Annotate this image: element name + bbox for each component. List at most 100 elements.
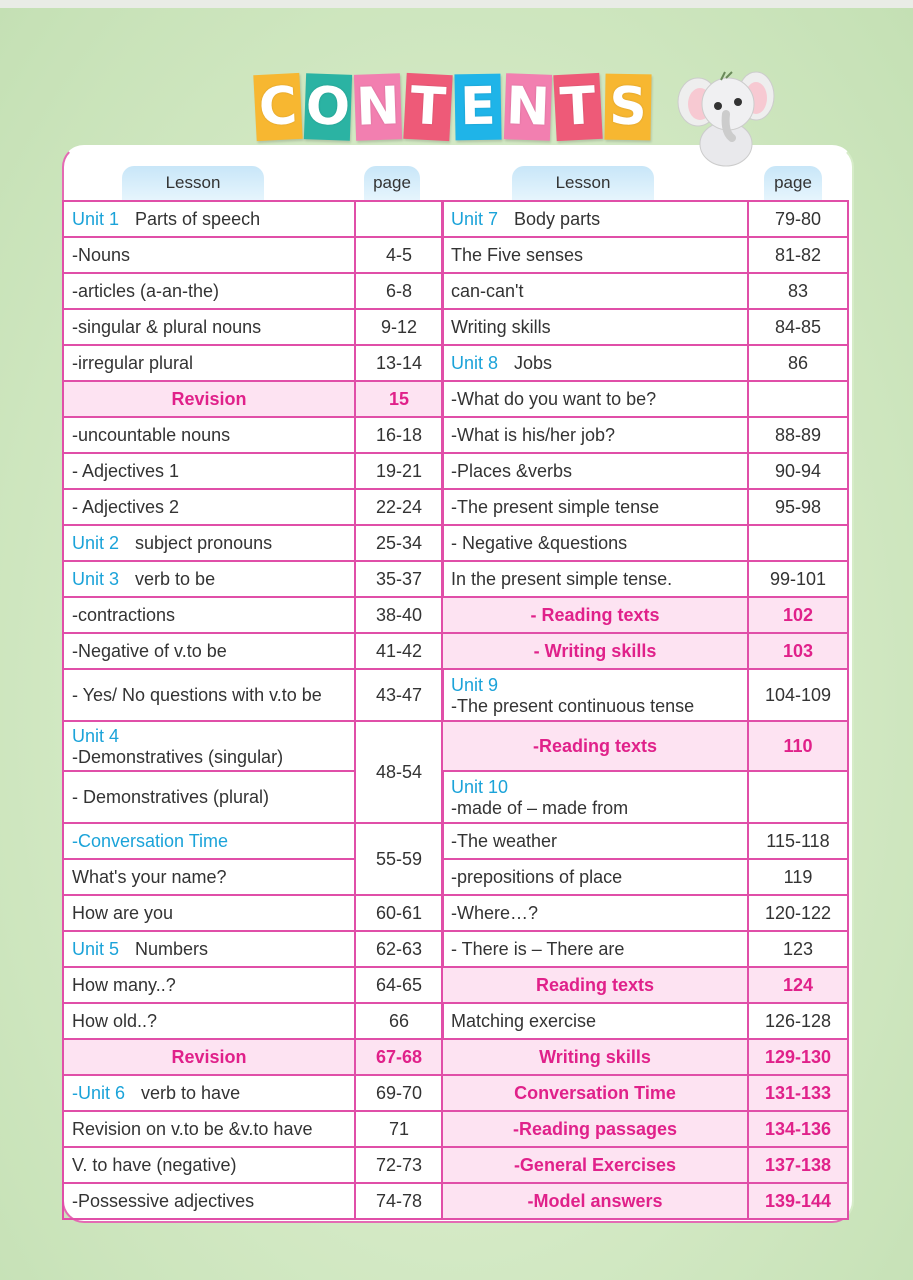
lesson-text: Parts of speech (135, 208, 261, 229)
lesson-cell: -prepositions of place (441, 858, 749, 896)
page-number: 129-130 (747, 1038, 849, 1076)
table-row: -The present simple tense 95-98 (441, 488, 849, 526)
lesson-text: Matching exercise (451, 1010, 597, 1031)
table-row: -uncountable nouns 16-18 (62, 416, 444, 454)
lesson-cell: Unit 2 subject pronouns (62, 524, 356, 562)
page-number: 48-54 (354, 720, 444, 824)
lesson-cell: -singular & plural nouns (62, 308, 356, 346)
page-number: 104-109 (747, 668, 849, 722)
page-number: 102 (747, 596, 849, 634)
table-row: - Adjectives 1 19-21 (62, 452, 444, 490)
lesson-cell: -General Exercises (441, 1146, 749, 1184)
page-number: 4-5 (354, 236, 444, 274)
table-row: -Possessive adjectives 74-78 (62, 1182, 444, 1220)
lesson-text: -articles (a-an-the) (72, 280, 220, 301)
left-contents-table: Unit 1 Parts of speech -Nouns 4-5 -articles … (62, 200, 444, 1220)
lesson-text: - Reading texts (530, 604, 660, 625)
lesson-text: What's your name? (72, 866, 227, 887)
page-number: 99-101 (747, 560, 849, 598)
unit-label: Unit 10 (451, 776, 509, 797)
lesson-cell: -Negative of v.to be (62, 632, 356, 670)
page-number: 88-89 (747, 416, 849, 454)
elephant-illustration (677, 71, 775, 167)
lesson-cell: Unit 9 -The present continuous tense (441, 668, 749, 722)
page-number: 83 (747, 272, 849, 310)
table-row: How are you 60-61 (62, 894, 444, 932)
title-letter: S (604, 73, 652, 141)
lesson-text: -irregular plural (72, 352, 194, 373)
table-row: -Model answers 139-144 (441, 1182, 849, 1220)
lesson-cell: -What do you want to be? (441, 380, 749, 418)
page-number: 86 (747, 344, 849, 382)
page-number: 15 (354, 380, 444, 418)
table-row: Revision on v.to be &v.to have 71 (62, 1110, 444, 1148)
table-row: -Reading texts 110 (441, 720, 849, 772)
lesson-cell: Unit 10 -made of – made from (441, 770, 749, 824)
lesson-text: How are you (72, 902, 174, 923)
table-row: Revision 15 (62, 380, 444, 418)
unit-label: Unit 3 (72, 568, 120, 589)
table-row: -The weather 115-118 (441, 822, 849, 860)
lesson-text: How many..? (72, 974, 176, 995)
unit-label: -Unit 6 (72, 1082, 126, 1103)
lesson-text: Body parts (514, 208, 601, 229)
page-number: 13-14 (354, 344, 444, 382)
table-row: Reading texts 124 (441, 966, 849, 1004)
page-number: 90-94 (747, 452, 849, 490)
page-number (747, 524, 849, 562)
lesson-text: -Where…? (451, 902, 539, 923)
table-row: -Reading passages 134-136 (441, 1110, 849, 1148)
page-number: 110 (747, 720, 849, 772)
page-number: 62-63 (354, 930, 444, 968)
table-row: Unit 4 -Demonstratives (singular) 48-54 (62, 720, 444, 824)
page-number: 81-82 (747, 236, 849, 274)
lesson-text: -What is his/her job? (451, 424, 616, 445)
table-row: -General Exercises 137-138 (441, 1146, 849, 1184)
page-number: 126-128 (747, 1002, 849, 1040)
lesson-text: -made of – made from (451, 797, 629, 818)
table-row: Unit 3 verb to be 35-37 (62, 560, 444, 598)
table-row: In the present simple tense. 99-101 (441, 560, 849, 598)
table-row: Unit 1 Parts of speech (62, 200, 444, 238)
lesson-text: -General Exercises (513, 1154, 677, 1175)
table-row: -Nouns 4-5 (62, 236, 444, 274)
page-number: 66 (354, 1002, 444, 1040)
lesson-cell: Unit 3 verb to be (62, 560, 356, 598)
page-number: 95-98 (747, 488, 849, 526)
lesson-cell: -Where…? (441, 894, 749, 932)
lesson-cell: Unit 8 Jobs (441, 344, 749, 382)
title-letter: C (253, 72, 303, 142)
lesson-cell: -Reading passages (441, 1110, 749, 1148)
table-row: - Reading texts 102 (441, 596, 849, 634)
table-row: -Where…? 120-122 (441, 894, 849, 932)
table-row: The Five senses 81-82 (441, 236, 849, 274)
lesson-cell: What's your name? (62, 858, 356, 896)
table-row: Matching exercise 126-128 (441, 1002, 849, 1040)
page-number: 9-12 (354, 308, 444, 346)
lesson-cell: -Model answers (441, 1182, 749, 1220)
lesson-text: -Negative of v.to be (72, 640, 227, 661)
page-number: 38-40 (354, 596, 444, 634)
unit-label: -Conversation Time (72, 831, 229, 851)
lesson-cell: - Yes/ No questions with v.to be (62, 668, 356, 722)
lesson-cell: -uncountable nouns (62, 416, 356, 454)
table-row: -contractions 38-40 (62, 596, 444, 634)
lesson-text: -What do you want to be? (451, 388, 657, 409)
lesson-text: Revision on v.to be &v.to have (72, 1118, 313, 1139)
lesson-text: -uncountable nouns (72, 424, 231, 445)
lesson-cell: can-can't (441, 272, 749, 310)
page-number (747, 770, 849, 824)
table-row: -prepositions of place 119 (441, 858, 849, 896)
table-row: Unit 5 Numbers 62-63 (62, 930, 444, 968)
lesson-text: Revision (171, 1046, 247, 1067)
table-row: -articles (a-an-the) 6-8 (62, 272, 444, 310)
lesson-cell: -The weather (441, 822, 749, 860)
lesson-text: -Nouns (72, 244, 131, 265)
page-number: 16-18 (354, 416, 444, 454)
lesson-text: -Reading texts (532, 735, 658, 756)
lesson-text: Writing skills (451, 316, 551, 337)
lesson-cell: Writing skills (441, 308, 749, 346)
lesson-text: Revision (171, 388, 247, 409)
page-number: 72-73 (354, 1146, 444, 1184)
table-row: - Negative &questions (441, 524, 849, 562)
